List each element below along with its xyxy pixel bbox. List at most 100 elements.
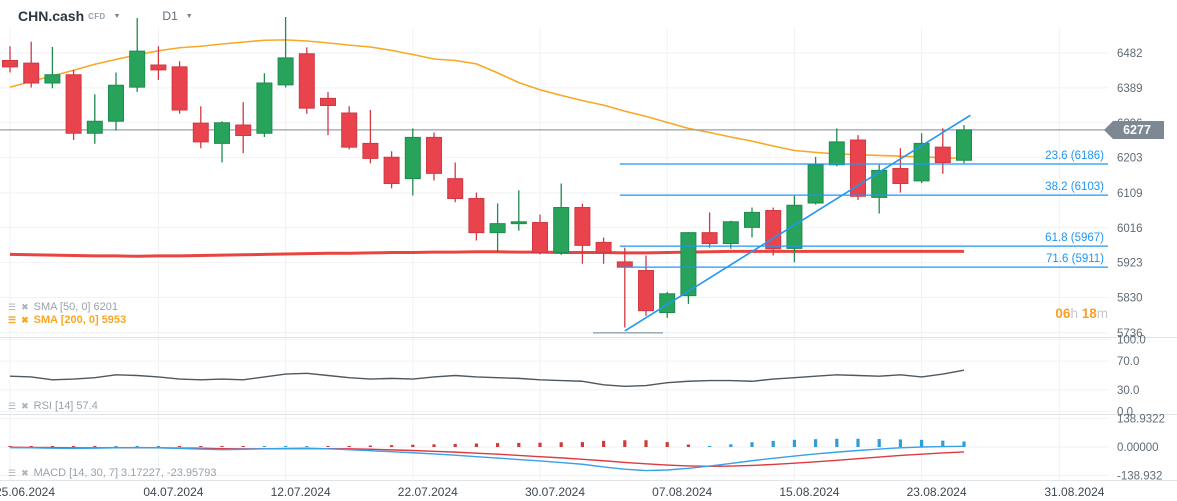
svg-text:71.6 (5911): 71.6 (5911): [1046, 253, 1104, 265]
svg-text:-138.932: -138.932: [1117, 471, 1162, 483]
grid: [0, 28, 1177, 481]
candle-body: [638, 270, 654, 312]
macd-histogram-bar: [156, 446, 160, 447]
chart-header: CHN.cash CFD ▼ D1 ▼: [18, 8, 193, 24]
indicator-row-rsi: ☰ ✖ RSI [14] 57.4: [8, 400, 98, 412]
candle-body: [892, 168, 909, 185]
svg-text:15.08.2024: 15.08.2024: [779, 485, 839, 499]
svg-text:38.2 (6103): 38.2 (6103): [1045, 181, 1104, 193]
candle-body: [23, 62, 40, 84]
svg-text:25.06.2024: 25.06.2024: [0, 485, 55, 499]
svg-text:5923: 5923: [1117, 258, 1143, 270]
current-price-badge: 6277: [1104, 121, 1164, 139]
candle-body: [956, 129, 972, 161]
macd-histogram-bar: [326, 446, 330, 447]
rsi-label: RSI [14] 57.4: [33, 400, 98, 412]
svg-text:23.6 (6186): 23.6 (6186): [1045, 150, 1104, 162]
candle-body: [468, 198, 485, 234]
macd-histogram-bar: [665, 442, 669, 447]
macd-histogram-bar: [474, 443, 478, 447]
svg-text:70.0: 70.0: [1117, 356, 1139, 368]
macd: [8, 438, 966, 472]
symbol-name: CHN.cash: [18, 8, 85, 24]
macd-histogram-bar: [856, 438, 860, 447]
candle-body: [235, 124, 252, 137]
macd-histogram-bar: [135, 446, 139, 447]
macd-histogram-bar: [771, 440, 775, 447]
indicator-remove-icon[interactable]: ✖: [21, 400, 29, 411]
macd-histogram-bar: [920, 439, 924, 447]
session-countdown: 06h 18m: [1008, 306, 1108, 321]
macd-histogram-bar: [538, 442, 542, 447]
macd-histogram-bar: [686, 444, 690, 447]
svg-text:30.07.2024: 30.07.2024: [525, 485, 585, 499]
macd-histogram-bar: [50, 446, 54, 447]
macd-histogram-bar: [347, 446, 351, 447]
rsi-axis-labels: 100.0 70.0 30.0 0.0: [1117, 335, 1146, 419]
indicator-remove-icon[interactable]: ✖: [21, 314, 29, 325]
candle-body: [616, 261, 633, 268]
candle-body: [404, 136, 421, 180]
svg-text:6203: 6203: [1117, 153, 1143, 165]
candle-body: [298, 53, 315, 109]
macd-histogram-bar: [114, 446, 118, 447]
indicator-row-sma50: ☰ ✖ SMA [50, 0] 6201: [8, 301, 118, 313]
candle-body: [86, 120, 103, 134]
macd-histogram-bar: [580, 442, 584, 447]
macd-histogram-bar: [814, 439, 818, 447]
macd-histogram-bar: [623, 440, 627, 447]
indicator-settings-icon[interactable]: ☰: [8, 314, 17, 325]
macd-histogram-bar: [93, 446, 97, 447]
indicator-settings-icon[interactable]: ☰: [8, 400, 17, 411]
macd-histogram-bar: [368, 445, 372, 447]
macd-histogram-bar: [644, 440, 648, 447]
countdown-hours: 06: [1055, 306, 1071, 321]
svg-text:07.08.2024: 07.08.2024: [652, 485, 712, 499]
svg-text:6389: 6389: [1117, 83, 1143, 95]
indicator-remove-icon[interactable]: ✖: [21, 301, 29, 312]
trendline: [624, 114, 971, 332]
candle-body: [532, 222, 548, 254]
instrument-type-tag: CFD: [88, 11, 106, 21]
macd-histogram-bar: [835, 438, 839, 447]
countdown-minutes-unit: m: [1096, 306, 1108, 321]
candle-body: [701, 232, 718, 245]
indicator-settings-icon[interactable]: ☰: [8, 467, 17, 478]
candle-body: [553, 207, 570, 254]
candle-body: [871, 169, 888, 198]
macd-histogram-bar: [241, 446, 245, 447]
sma50-label: SMA [50, 0] 6201: [33, 301, 119, 313]
timeframe-dropdown-caret[interactable]: ▼: [185, 12, 193, 20]
svg-text:5830: 5830: [1117, 293, 1143, 305]
current-price-value: 6277: [1123, 123, 1151, 137]
candle-body: [595, 241, 612, 254]
candle-body: [807, 164, 824, 204]
macd-histogram-bar: [220, 445, 224, 447]
svg-text:138.9322: 138.9322: [1117, 413, 1165, 425]
candle-body: [659, 293, 676, 314]
symbol-dropdown-caret[interactable]: ▼: [113, 12, 121, 20]
indicator-settings-icon[interactable]: ☰: [8, 301, 17, 312]
macd-histogram-bar: [941, 440, 945, 447]
countdown-hours-unit: h: [1070, 306, 1078, 321]
candle-body: [722, 221, 739, 245]
time-axis-labels: 25.06.2024 04.07.2024 12.07.2024 22.07.2024…: [0, 485, 1105, 499]
indicator-row-sma200: ☰ ✖ SMA [200, 0] 5953: [8, 314, 126, 326]
svg-text:04.07.2024: 04.07.2024: [143, 485, 203, 499]
candle-body: [277, 57, 294, 86]
candle-body: [362, 142, 379, 159]
candle-body: [426, 136, 442, 174]
svg-text:6482: 6482: [1117, 48, 1143, 60]
macd-histogram-bar: [305, 446, 309, 447]
macd-histogram-bar: [792, 439, 796, 447]
candle-body: [447, 178, 464, 200]
countdown-minutes: 18: [1081, 306, 1097, 321]
candle-body: [192, 122, 209, 143]
svg-text:22.07.2024: 22.07.2024: [398, 485, 458, 499]
timeframe-selector[interactable]: D1: [162, 9, 178, 23]
indicator-remove-icon[interactable]: ✖: [21, 467, 29, 478]
macd-histogram-bar: [199, 446, 203, 447]
macd-histogram-bar: [496, 443, 500, 447]
macd-main-line: [9, 445, 965, 472]
